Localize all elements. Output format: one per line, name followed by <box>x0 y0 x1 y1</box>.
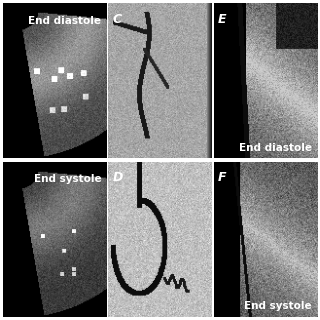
Text: F: F <box>218 171 226 184</box>
Text: C: C <box>113 12 122 26</box>
Text: E: E <box>218 12 226 26</box>
Text: End diastole: End diastole <box>28 16 101 26</box>
Text: D: D <box>113 171 123 184</box>
Text: End systole: End systole <box>244 301 312 311</box>
Text: End diastole: End diastole <box>239 143 312 153</box>
Text: End systole: End systole <box>34 174 101 184</box>
